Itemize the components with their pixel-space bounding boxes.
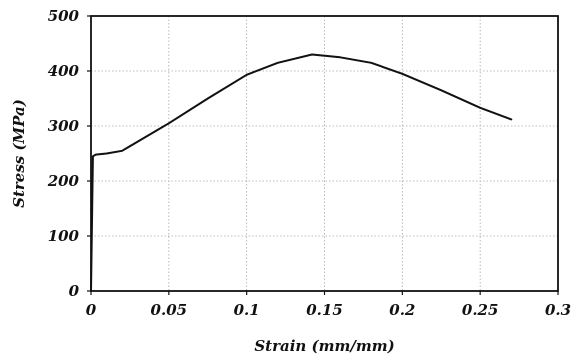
gridlines bbox=[91, 16, 558, 291]
x-axis-ticks: 0 0.05 0.1 0.15 0.2 0.25 0.3 bbox=[86, 291, 571, 319]
y-tick-label: 200 bbox=[47, 172, 80, 190]
x-tick-label: 0.05 bbox=[151, 301, 188, 319]
series-group bbox=[90, 53, 513, 292]
x-tick-label: 0.1 bbox=[234, 301, 260, 319]
y-tick-label: 500 bbox=[48, 7, 80, 25]
y-tick-label: 400 bbox=[48, 62, 80, 80]
x-tick-label: 0.2 bbox=[389, 301, 415, 319]
x-tick-label: 0 bbox=[86, 301, 97, 319]
y-tick-label: 0 bbox=[69, 282, 80, 300]
x-axis-title: Strain (mm/mm) bbox=[254, 337, 394, 355]
x-tick-label: 0.15 bbox=[306, 301, 343, 319]
stress-strain-line bbox=[90, 53, 513, 292]
y-tick-label: 100 bbox=[48, 227, 80, 245]
y-axis-ticks: 0 100 200 300 400 500 bbox=[47, 7, 91, 300]
x-tick-label: 0.25 bbox=[462, 301, 499, 319]
y-tick-label: 300 bbox=[48, 117, 80, 135]
x-tick-label: 0.3 bbox=[545, 301, 571, 319]
y-axis-title: Stress (MPa) bbox=[10, 99, 28, 208]
